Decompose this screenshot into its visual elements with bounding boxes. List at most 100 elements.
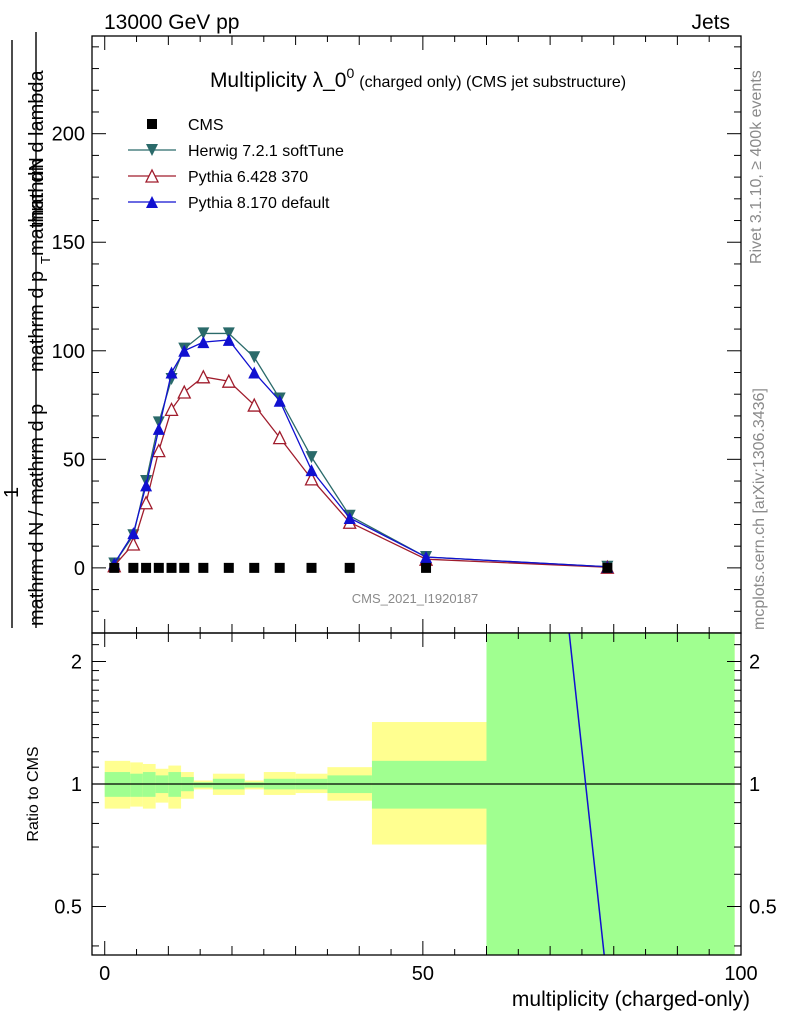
title-sup: 0 xyxy=(346,65,354,81)
data-point xyxy=(178,344,191,357)
data-point xyxy=(196,369,211,384)
data-point xyxy=(223,562,234,573)
data-point xyxy=(165,366,178,379)
main-y-label: mathrm dN mathrm d p T mathrm d lambda 1… xyxy=(1,32,53,628)
ratio-frame xyxy=(91,632,742,956)
data-point xyxy=(127,527,140,540)
legend-label: Herwig 7.2.1 softTune xyxy=(188,143,344,160)
series-cms xyxy=(109,562,613,573)
legend-entry: Herwig 7.2.1 softTune xyxy=(128,143,344,160)
data-point xyxy=(197,336,210,349)
uncertainty-band-inner xyxy=(486,633,735,955)
x-axis-label: multiplicity (charged-only) xyxy=(512,988,750,1011)
ratio-bands xyxy=(104,633,735,955)
series-pythia-8-170-default xyxy=(108,333,614,573)
ratio-y-tick-label: 0.5 xyxy=(54,896,82,918)
data-point xyxy=(306,562,317,573)
data-point xyxy=(247,397,262,412)
ratio-y-tick-label-right: 1 xyxy=(749,774,760,796)
data-point xyxy=(248,366,261,379)
rivet-label: Rivet 3.1.10, ≥ 400k events xyxy=(748,70,765,264)
series-herwig-7-2-1-softtune xyxy=(108,327,614,573)
data-point xyxy=(272,430,287,445)
mcplots-label: mcplots.cern.ch [arXiv:1306.3436] xyxy=(751,388,768,630)
data-point xyxy=(222,333,235,346)
title-main: Multiplicity λ_0 xyxy=(210,69,347,92)
energy-label: 13000 GeV pp xyxy=(104,11,239,34)
main-series xyxy=(107,327,615,574)
uncertainty-band-inner xyxy=(193,782,213,788)
y-tick-label: 150 xyxy=(52,232,85,254)
legend-entry: Pythia 8.170 default xyxy=(128,195,330,212)
data-point xyxy=(344,562,355,573)
legend: CMS Herwig 7.2.1 softTune Pythia 6.428 370… xyxy=(128,117,344,212)
data-point xyxy=(140,479,153,492)
data-point xyxy=(197,327,210,340)
ratio-x-tick-labels: 0 50 100 xyxy=(99,963,758,985)
data-point xyxy=(152,422,165,435)
ratio-panel: 0.5 0.5 1 1 2 2 0 50 100 Ratio to CMS multiplic… xyxy=(25,632,777,1011)
data-point xyxy=(128,562,139,573)
legend-marker xyxy=(147,119,157,129)
series-pythia-6-428-370 xyxy=(107,369,615,574)
y-tick-label: 0 xyxy=(74,558,85,580)
legend-marker xyxy=(144,168,160,183)
data-point xyxy=(304,471,319,486)
ylabel-T-sub: T xyxy=(38,256,53,264)
ratio-y-tick-label-right: 0.5 xyxy=(749,896,777,918)
data-point xyxy=(139,495,154,510)
title-suffix: (charged only) (CMS jet substructure) xyxy=(359,74,626,91)
data-point xyxy=(126,536,141,551)
ratio-y-tick-label-right: 2 xyxy=(749,652,760,674)
ratio-axis-ticks xyxy=(92,633,742,955)
data-point xyxy=(305,464,318,477)
x-tick-label: 50 xyxy=(412,963,434,985)
ratio-y-tick-label: 2 xyxy=(71,652,82,674)
data-point xyxy=(109,562,120,573)
y-tick-label: 200 xyxy=(52,124,85,146)
data-point xyxy=(179,562,190,573)
x-tick-label: 100 xyxy=(724,963,757,985)
ratio-line xyxy=(568,632,605,956)
data-point xyxy=(602,562,613,573)
ratio-y-tick-label: 1 xyxy=(71,774,82,796)
data-point xyxy=(343,511,356,524)
legend-label: Pythia 6.428 370 xyxy=(188,169,308,186)
legend-label: CMS xyxy=(188,117,224,134)
ratio-series xyxy=(568,632,605,956)
data-point xyxy=(166,562,177,573)
data-point xyxy=(151,443,166,458)
data-point xyxy=(249,562,260,573)
data-point xyxy=(248,351,261,364)
series-line xyxy=(113,339,608,568)
data-point xyxy=(164,401,179,417)
data-point xyxy=(153,562,164,573)
series-line xyxy=(113,376,608,568)
ylabel-dpT: mathrm d p xyxy=(26,271,48,372)
data-point xyxy=(274,562,285,573)
data-point xyxy=(198,562,209,573)
uncertainty-band-inner xyxy=(130,773,143,797)
legend-entry: Pythia 6.428 370 xyxy=(128,168,308,186)
analysis-watermark: CMS_2021_I1920187 xyxy=(352,591,479,606)
data-point xyxy=(177,384,192,399)
y-tick-label: 50 xyxy=(63,449,85,471)
data-point xyxy=(141,562,152,573)
ylabel-dN: mathrm dN xyxy=(26,157,48,256)
data-point xyxy=(273,394,286,407)
data-point xyxy=(152,416,165,429)
ylabel-dlambda: mathrm d lambda xyxy=(26,70,48,226)
data-point xyxy=(221,373,236,388)
legend-marker xyxy=(146,196,158,208)
chart-title: Multiplicity λ_00 (charged only) (CMS jet… xyxy=(210,65,626,92)
ratio-y-label: Ratio to CMS xyxy=(25,746,42,841)
series-line xyxy=(113,332,608,568)
main-y-tick-labels: 0 50 100 150 200 xyxy=(52,124,85,580)
ratio-y-tick-labels: 0.5 0.5 1 1 2 2 xyxy=(54,652,777,919)
data-point xyxy=(222,327,235,340)
data-point xyxy=(421,562,432,573)
legend-entry: CMS xyxy=(147,117,224,134)
legend-marker xyxy=(146,144,158,156)
